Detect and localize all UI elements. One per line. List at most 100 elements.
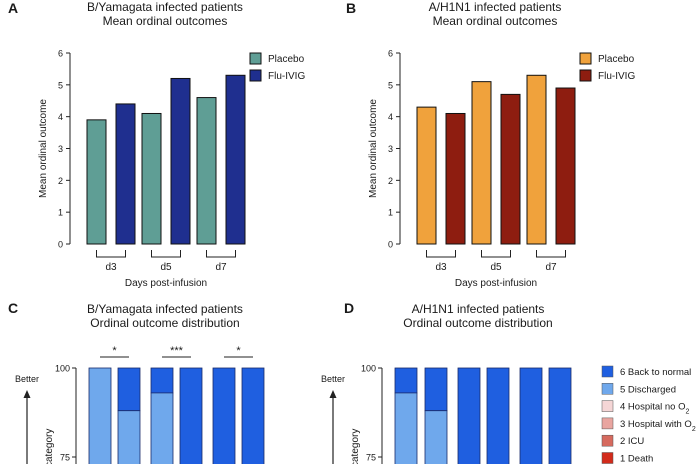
- panel-a-title-line1: B/Yamagata infected patients: [87, 0, 243, 14]
- legend-label-1: 1 Death: [620, 454, 653, 464]
- chart-a-ytick-label: 0: [58, 240, 63, 250]
- chart-a-legend-swatch-placebo: [249, 52, 262, 65]
- legend-label-5: 5 Discharged: [620, 384, 676, 395]
- chart-b-ytick-label: 4: [388, 112, 393, 122]
- chart-a-xlabel: Days post-infusion: [125, 278, 207, 289]
- chart-b-ylabel: Mean ordinal outcome: [368, 99, 379, 198]
- chart-b-bar-d7-placebo: [526, 74, 547, 245]
- chart-a-ytick-label: 5: [58, 80, 63, 90]
- chart-c-bar-2-discharged: [117, 410, 141, 464]
- panel-letter-b: B: [346, 0, 357, 16]
- chart-b-bracket-d5: [481, 250, 511, 258]
- chart-a-bar-d5-placebo: [141, 112, 162, 245]
- chart-b-xtick-label-d7: d7: [545, 262, 557, 273]
- chart-b-xtick-label-d5: d5: [490, 262, 502, 273]
- chart-d-bar-1-discharged: [394, 392, 418, 464]
- chart-b-bar-d3-placebo: [416, 106, 437, 245]
- chart-a-legend-label: Placebo: [268, 54, 305, 65]
- legend-swatch-1: [601, 452, 614, 464]
- chart-c-bar-3-back-to-normal: [150, 367, 174, 394]
- chart-d-bar-3-back-to-normal: [457, 367, 481, 464]
- panel-letter-c: C: [8, 300, 19, 316]
- chart-c-sig-label: *: [112, 345, 117, 357]
- chart-b-legend-swatch-flu-ivig: [579, 69, 592, 82]
- panel-d-title-line2: Ordinal outcome distribution: [403, 316, 553, 330]
- panel-b-title-line1: A/H1N1 infected patients: [428, 0, 562, 14]
- chart-a-bracket-d7: [206, 250, 236, 258]
- chart-a-xtick-label-d5: d5: [160, 262, 172, 273]
- chart-b-ytick-label: 2: [388, 176, 393, 186]
- chart-c-bar-1-discharged: [88, 367, 112, 464]
- chart-c-sig-label: *: [236, 345, 241, 357]
- panel-c-title-line2: Ordinal outcome distribution: [90, 316, 240, 330]
- chart-a-bracket-d3: [96, 250, 126, 258]
- panel-a-title: B/Yamagata infected patients Mean ordina…: [40, 0, 290, 28]
- chart-c-bar-4-back-to-normal: [179, 367, 203, 464]
- chart-b-bracket-d3: [426, 250, 456, 258]
- chart-a-ytick-label: 3: [58, 144, 63, 154]
- panel-c-title: B/Yamagata infected patients Ordinal out…: [40, 302, 290, 330]
- chart-c-ylabel: n category: [44, 429, 55, 464]
- chart-a-ytick-label: 1: [58, 208, 63, 218]
- legend-label-4: 4 Hospital no O2: [620, 402, 689, 416]
- legend-label-6: 6 Back to normal: [620, 367, 691, 378]
- chart-c-better-arrow-head: [23, 390, 31, 398]
- panel-letter-d: D: [344, 300, 355, 316]
- chart-a-bar-d3-flu-ivig: [115, 103, 136, 245]
- chart-a-ytick-label: 6: [58, 49, 63, 59]
- chart-c-ytick-label: 100: [55, 364, 70, 374]
- chart-b-ytick-label: 0: [388, 240, 393, 250]
- legend-label-3: 3 Hospital with O2: [620, 419, 696, 433]
- chart-b-ytick-label: 6: [388, 49, 393, 59]
- panel-d-title: A/H1N1 infected patients Ordinal outcome…: [368, 302, 588, 330]
- chart-b-bar-d5-placebo: [471, 81, 492, 245]
- chart-a-xtick-label-d3: d3: [105, 262, 117, 273]
- chart-b-ytick-label: 1: [388, 208, 393, 218]
- panel-b-title: A/H1N1 infected patients Mean ordinal ou…: [370, 0, 620, 28]
- chart-a-ytick-label: 2: [58, 176, 63, 186]
- chart-a-bar-d7-flu-ivig: [225, 74, 246, 245]
- chart-a-bar-d5-flu-ivig: [170, 77, 191, 245]
- chart-c-ytick-label: 75: [60, 453, 70, 463]
- chart-b-ytick-label: 5: [388, 80, 393, 90]
- chart-d-bar-5-back-to-normal: [519, 367, 543, 464]
- chart-b-legend-label: Flu-IVIG: [598, 71, 635, 82]
- chart-b-bar-d7-flu-ivig: [555, 87, 576, 245]
- chart-d-ytick-label: 100: [361, 364, 376, 374]
- panel-a-title-line2: Mean ordinal outcomes: [102, 14, 228, 28]
- chart-b-xlabel: Days post-infusion: [455, 278, 537, 289]
- chart-d-ylabel: n category: [350, 429, 361, 464]
- panel-letter-a: A: [8, 0, 19, 16]
- panel-c-title-line1: B/Yamagata infected patients: [87, 302, 243, 316]
- chart-d-bar-2-back-to-normal: [424, 367, 448, 412]
- chart-d-better-arrow-head: [329, 390, 337, 398]
- chart-a-bar-d3-placebo: [86, 119, 107, 245]
- panel-d-title-line1: A/H1N1 infected patients: [411, 302, 545, 316]
- chart-a-legend-label: Flu-IVIG: [268, 71, 305, 82]
- chart-b-xtick-label-d3: d3: [435, 262, 447, 273]
- chart-d-bar-4-back-to-normal: [486, 367, 510, 464]
- panel-b-title-line2: Mean ordinal outcomes: [432, 14, 558, 28]
- chart-a-bar-d7-placebo: [196, 97, 217, 245]
- chart-b-ytick-label: 3: [388, 144, 393, 154]
- chart-b-legend-label: Placebo: [598, 54, 635, 65]
- chart-a-ytick-label: 4: [58, 112, 63, 122]
- chart-a-legend-swatch-flu-ivig: [249, 69, 262, 82]
- chart-c-bar-5-back-to-normal: [212, 367, 236, 464]
- chart-c-bar-6-back-to-normal: [241, 367, 265, 464]
- chart-b-bar-d3-flu-ivig: [445, 112, 466, 245]
- legend-swatch-2: [601, 434, 614, 447]
- chart-c-bar-2-back-to-normal: [117, 367, 141, 412]
- chart-a-xtick-label-d7: d7: [215, 262, 227, 273]
- chart-b-legend-swatch-placebo: [579, 52, 592, 65]
- chart-b-bracket-d7: [536, 250, 566, 258]
- chart-c-bar-3-discharged: [150, 392, 174, 464]
- chart-b-bar-d5-flu-ivig: [500, 93, 521, 245]
- legend-label-2: 2 ICU: [620, 436, 644, 447]
- legend-swatch-6: [601, 365, 614, 378]
- legend-swatch-3: [601, 417, 614, 430]
- chart-d-ytick-label: 75: [366, 453, 376, 463]
- chart-c-sig-label: ***: [170, 345, 184, 357]
- chart-d-bar-2-discharged: [424, 410, 448, 464]
- chart-d-bar-6-back-to-normal: [548, 367, 572, 464]
